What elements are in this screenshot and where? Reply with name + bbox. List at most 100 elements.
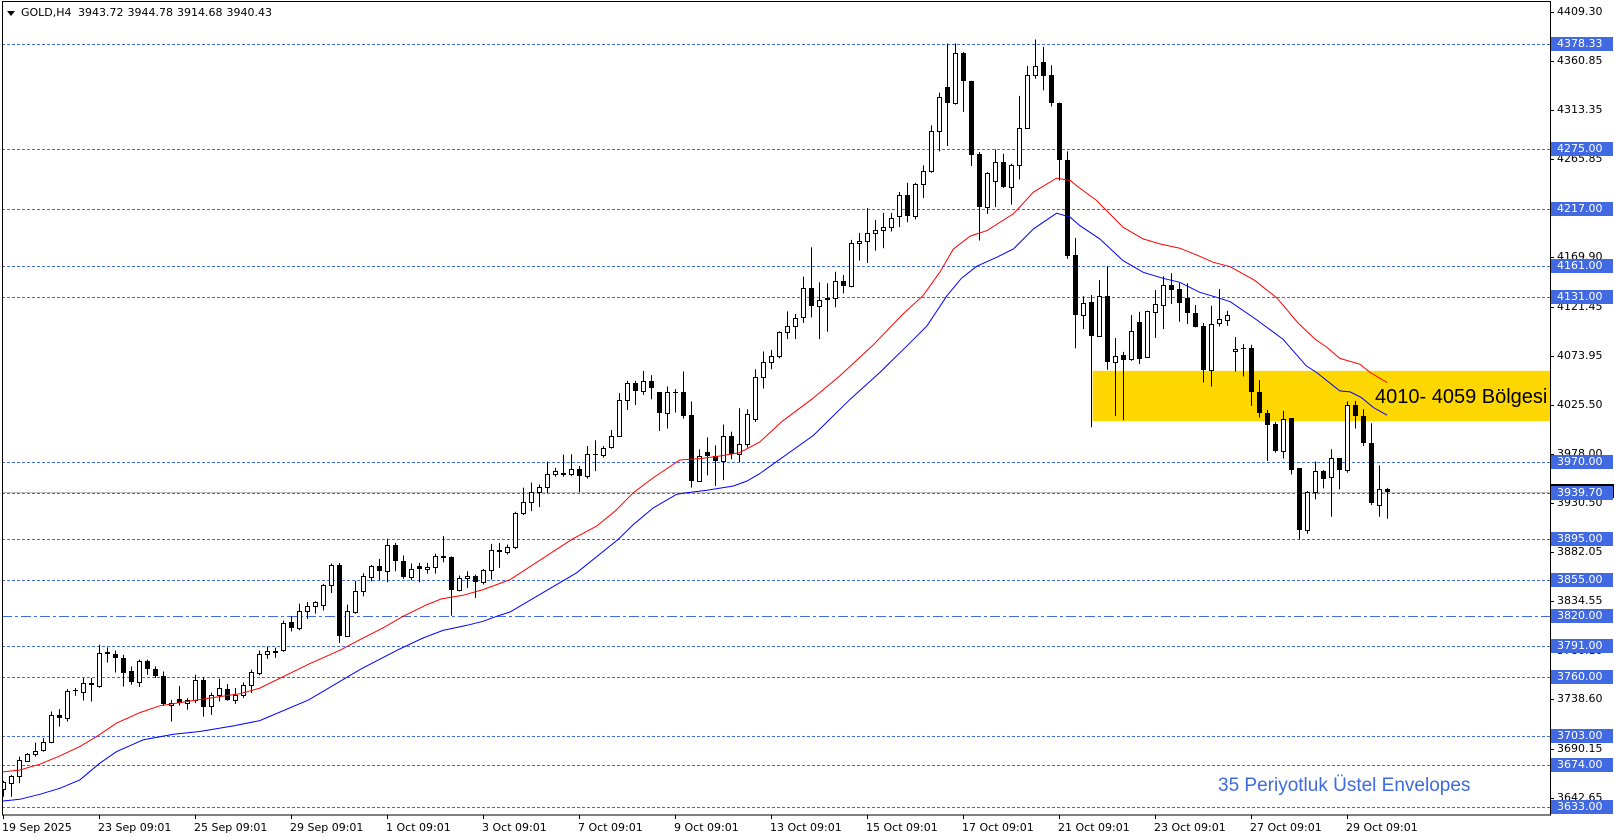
candle-body bbox=[825, 298, 830, 300]
candle-body bbox=[881, 227, 886, 231]
time-tick-label: 17 Oct 09:01 bbox=[962, 821, 1034, 834]
candle-body bbox=[641, 381, 646, 392]
candle bbox=[145, 659, 150, 675]
candle bbox=[1193, 305, 1198, 328]
price-tick-label: 3834.55 bbox=[1557, 593, 1603, 607]
candle-body bbox=[521, 502, 526, 514]
candle bbox=[865, 208, 870, 263]
candle-body bbox=[1329, 458, 1334, 478]
candle-body bbox=[1169, 285, 1174, 290]
candle bbox=[1337, 458, 1342, 490]
plot-area[interactable] bbox=[2, 39, 1551, 808]
candle-body bbox=[105, 652, 110, 654]
candle-body bbox=[417, 566, 422, 569]
price-axis[interactable]: 4409.30 4360.85 4313.35 4265.85 4169.90 4121.… bbox=[1551, 0, 1614, 816]
candle-body bbox=[353, 591, 358, 613]
candle-body bbox=[849, 243, 854, 287]
candle-body bbox=[1049, 75, 1054, 103]
candle-body bbox=[969, 81, 974, 155]
candle bbox=[425, 562, 430, 574]
candle-body bbox=[505, 547, 510, 553]
ohlc-values: 3943.72 3944.78 3914.68 3940.43 bbox=[78, 6, 276, 20]
candle-body bbox=[1193, 313, 1198, 327]
ohlc-low: 3914.68 bbox=[177, 6, 223, 19]
candle-body bbox=[433, 556, 438, 568]
candle-body bbox=[1201, 326, 1206, 370]
candle bbox=[41, 738, 46, 752]
candle-body bbox=[1225, 315, 1230, 321]
candle-body bbox=[601, 448, 606, 456]
candle bbox=[801, 276, 806, 324]
time-tick-label: 29 Sep 09:01 bbox=[290, 821, 364, 834]
candle-body bbox=[793, 318, 798, 327]
candle bbox=[81, 678, 86, 701]
candle-body bbox=[1161, 285, 1166, 306]
candle-body bbox=[1385, 489, 1390, 492]
candle-body bbox=[809, 288, 814, 306]
candle-body bbox=[281, 623, 286, 651]
candle-body bbox=[73, 690, 78, 691]
candle-body bbox=[953, 53, 958, 104]
candle-body bbox=[1153, 304, 1158, 313]
triangle-down-icon[interactable] bbox=[7, 11, 15, 16]
candle bbox=[1057, 102, 1062, 181]
time-tick-label: 27 Oct 09:01 bbox=[1250, 821, 1322, 834]
candle-body bbox=[1065, 160, 1070, 256]
candle bbox=[105, 647, 110, 663]
candle-body bbox=[225, 689, 230, 700]
price-level-label: 3703.00 bbox=[1551, 728, 1613, 743]
candle bbox=[985, 172, 990, 214]
candle bbox=[1377, 465, 1382, 517]
candle-body bbox=[1001, 162, 1006, 187]
price-level-label: 4131.00 bbox=[1551, 290, 1613, 305]
candle bbox=[505, 544, 510, 555]
candle bbox=[825, 283, 830, 332]
candle-body bbox=[1321, 471, 1326, 479]
candle bbox=[193, 674, 198, 704]
candle-body bbox=[1121, 355, 1126, 360]
indicator-annotation-label: 35 Periyotluk Üstel Envelopes bbox=[1218, 775, 1471, 796]
candle-body bbox=[777, 332, 782, 357]
candle-body bbox=[1377, 489, 1382, 506]
candle bbox=[1281, 410, 1286, 459]
price-level-label: 4217.00 bbox=[1551, 201, 1613, 216]
candle bbox=[313, 601, 318, 614]
candle-body bbox=[1361, 416, 1366, 443]
candle bbox=[649, 375, 654, 400]
candle bbox=[1161, 276, 1166, 330]
price-zone-rect[interactable] bbox=[1092, 370, 1550, 422]
time-axis[interactable]: 19 Sep 2025 23 Sep 09:01 25 Sep 09:01 29 Se… bbox=[0, 816, 1614, 840]
candle-body bbox=[9, 776, 14, 784]
candle bbox=[121, 654, 126, 687]
candle-body bbox=[121, 658, 126, 673]
candle bbox=[329, 563, 334, 593]
candle bbox=[281, 620, 286, 652]
candle-body bbox=[457, 578, 462, 591]
candle-body bbox=[729, 436, 734, 454]
candle bbox=[409, 563, 414, 581]
candle bbox=[65, 689, 70, 722]
candle bbox=[1305, 491, 1310, 534]
candle bbox=[537, 484, 542, 508]
candle-body bbox=[41, 742, 46, 751]
price-level-label: 4378.33 bbox=[1551, 36, 1613, 51]
candle-body bbox=[313, 602, 318, 607]
candle-body bbox=[1129, 331, 1134, 360]
candle-body bbox=[905, 195, 910, 216]
candle bbox=[489, 543, 494, 580]
candle-body bbox=[33, 751, 38, 755]
candle bbox=[361, 573, 366, 597]
candle-body bbox=[25, 754, 30, 762]
price-level-label: 3970.00 bbox=[1551, 455, 1613, 470]
candle-body bbox=[609, 436, 614, 448]
time-tick-label: 23 Oct 09:01 bbox=[1154, 821, 1226, 834]
candle bbox=[209, 692, 214, 715]
candle bbox=[729, 431, 734, 460]
candle bbox=[49, 711, 54, 744]
candle-body bbox=[377, 566, 382, 571]
candle-body bbox=[745, 414, 750, 445]
candle-body bbox=[449, 557, 454, 590]
candle-body bbox=[897, 195, 902, 217]
